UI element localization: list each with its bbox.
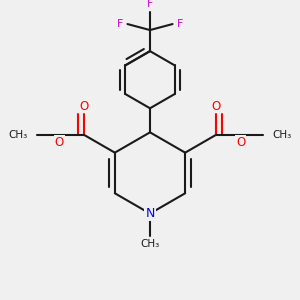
Text: O: O bbox=[236, 136, 245, 148]
Text: O: O bbox=[79, 100, 88, 112]
Text: F: F bbox=[177, 19, 183, 29]
Text: F: F bbox=[117, 19, 123, 29]
Text: CH₃: CH₃ bbox=[9, 130, 28, 140]
Text: N: N bbox=[145, 207, 155, 220]
Text: O: O bbox=[212, 100, 221, 112]
Text: O: O bbox=[55, 136, 64, 148]
Text: CH₃: CH₃ bbox=[140, 239, 160, 249]
Text: F: F bbox=[147, 0, 153, 10]
Text: CH₃: CH₃ bbox=[272, 130, 291, 140]
